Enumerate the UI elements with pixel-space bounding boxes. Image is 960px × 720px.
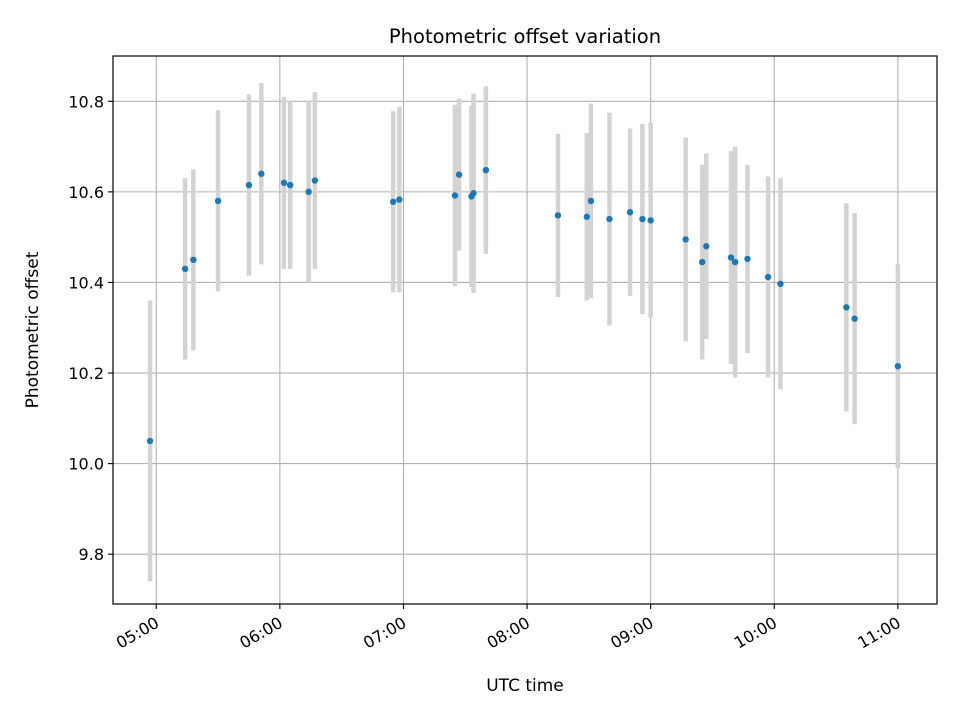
data-point: [146, 437, 154, 445]
x-axis-label: UTC time: [486, 676, 564, 696]
y-tick-label: 10.4: [68, 273, 104, 292]
data-point: [744, 255, 751, 263]
data-point: [554, 212, 562, 219]
y-axis-label: Photometric offset: [23, 251, 43, 408]
plot-frame: [112, 55, 938, 605]
y-tick-label: 10.6: [68, 183, 104, 202]
data-point: [305, 188, 312, 196]
data-point: [777, 280, 784, 288]
data-point: [587, 197, 595, 205]
data-point: [647, 217, 654, 224]
data-point: [764, 273, 772, 281]
data-point: [190, 256, 197, 264]
data-point: [727, 254, 735, 261]
data-point: [698, 258, 706, 266]
y-tick-label: 9.8: [79, 545, 104, 564]
data-point: [606, 215, 613, 223]
chart-title: Photometric offset variation: [389, 25, 661, 48]
y-tick-label: 10.2: [68, 364, 104, 383]
data-point: [682, 236, 689, 243]
data-point: [396, 196, 403, 203]
data-point: [843, 304, 850, 311]
data-point: [286, 181, 294, 189]
y-tick-label: 10.8: [68, 92, 104, 111]
data-points: [146, 166, 902, 445]
data-point: [451, 192, 459, 199]
data-point: [731, 258, 739, 266]
data-point: [703, 243, 710, 250]
data-point: [258, 170, 265, 177]
data-point: [389, 198, 397, 206]
data-point: [280, 179, 288, 187]
data-point: [851, 315, 858, 322]
data-point: [214, 197, 222, 205]
data-point: [311, 177, 319, 184]
data-point: [626, 209, 634, 216]
data-point: [181, 265, 189, 273]
data-point: [455, 171, 463, 178]
data-point: [470, 190, 477, 197]
data-point: [245, 181, 253, 189]
data-point: [639, 215, 646, 223]
y-tick-label: 10.0: [68, 455, 104, 474]
data-point: [482, 166, 490, 174]
data-point: [894, 363, 902, 370]
data-point: [583, 213, 590, 220]
